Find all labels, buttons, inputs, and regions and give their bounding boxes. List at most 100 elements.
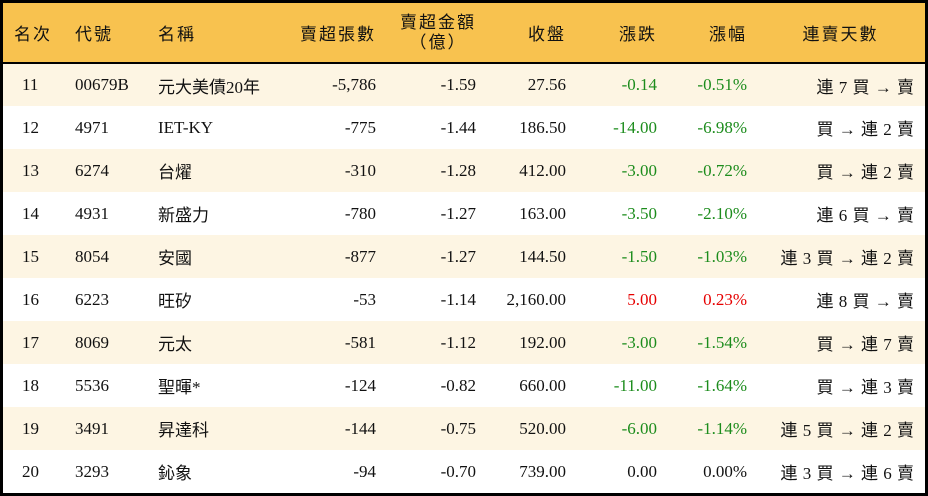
header-net-sell-lots: 賣超張數 — [300, 25, 376, 44]
name-cell: 元太 — [158, 335, 192, 354]
streak-cell: 買 → 連 2 賣 — [816, 163, 915, 182]
code-cell: 8069 — [75, 332, 109, 352]
table-row[interactable]: 14 4931 新盛力 -780 -1.27 163.00 -3.50 -2.10% 連 6 買… — [3, 192, 925, 235]
streak-cell: 連 7 買 → 賣 — [816, 77, 915, 97]
change-pct-cell: -0.72% — [697, 160, 747, 180]
change-pct-cell: -1.14% — [697, 418, 747, 438]
change-cell: -3.00 — [621, 160, 657, 180]
streak-cell: 買 → 連 3 賣 — [816, 378, 915, 397]
rank-cell: 11 — [22, 75, 39, 94]
name-cell: 元大美債20年 — [158, 77, 260, 97]
table-row[interactable]: 11 00679B 元大美債20年 -5,786 -1.59 27.56 -0.14 -0.5… — [3, 63, 925, 106]
streak-cell: 連 5 買 → 連 2 賣 — [780, 421, 915, 440]
net-sell-amount-cell: -0.75 — [440, 418, 476, 438]
table-row[interactable]: 20 3293 鈊象 -94 -0.70 739.00 0.00 0.00% 連 3 買 → 連… — [3, 450, 925, 493]
change-pct-cell: -1.64% — [697, 375, 747, 395]
change-cell: -0.14 — [621, 75, 657, 94]
table-row[interactable]: 13 6274 台燿 -310 -1.28 412.00 -3.00 -0.72% 買 → 連 … — [3, 149, 925, 192]
rank-cell: 12 — [22, 117, 39, 137]
code-cell: 5536 — [75, 375, 109, 395]
change-pct-cell: -0.51% — [697, 75, 747, 94]
change-cell: 0.00 — [627, 461, 657, 481]
change-pct-cell: -2.10% — [697, 203, 747, 223]
net-sell-amount-cell: -1.14 — [440, 289, 476, 309]
streak-cell: 連 3 買 → 連 6 賣 — [780, 464, 915, 483]
net-sell-amount-cell: -1.44 — [440, 117, 476, 137]
row-spacer — [914, 321, 925, 364]
row-spacer — [914, 149, 925, 192]
code-cell: 6223 — [75, 289, 109, 309]
row-spacer — [914, 407, 925, 450]
streak-cell: 連 8 買 → 賣 — [816, 292, 915, 311]
row-spacer — [914, 235, 925, 278]
change-cell: -1.50 — [621, 246, 657, 266]
code-cell: 6274 — [75, 160, 109, 180]
row-spacer — [914, 278, 925, 321]
table-row[interactable]: 18 5536 聖暉* -124 -0.82 660.00 -11.00 -1.64% 買 → … — [3, 364, 925, 407]
close-price-cell: 192.00 — [519, 332, 566, 352]
header-name: 名稱 — [158, 25, 196, 44]
rank-cell: 16 — [22, 289, 39, 309]
header-net-sell-amount-label: 賣超金額 — [400, 12, 476, 32]
close-price-cell: 660.00 — [519, 375, 566, 395]
net-sell-lots-cell: -144 — [344, 418, 376, 438]
header-streak: 連賣天數 — [802, 25, 879, 44]
code-cell: 8054 — [75, 246, 109, 266]
rank-cell: 13 — [22, 160, 39, 180]
close-price-cell: 739.00 — [519, 461, 566, 481]
table-row[interactable]: 15 8054 安國 -877 -1.27 144.50 -1.50 -1.03% 連 3 買 … — [3, 235, 925, 278]
rank-cell: 18 — [22, 375, 39, 395]
header-rank: 名次 — [14, 25, 52, 44]
header-net-sell-amount: 賣超金額 （億） — [376, 3, 476, 63]
row-spacer — [914, 192, 925, 235]
name-cell: 新盛力 — [158, 206, 209, 225]
row-spacer — [914, 364, 925, 407]
name-cell: 鈊象 — [158, 464, 192, 483]
rank-cell: 15 — [22, 246, 39, 266]
header-code: 代號 — [75, 25, 113, 44]
rank-cell: 20 — [22, 461, 39, 481]
name-cell: IET-KY — [158, 117, 214, 137]
table-row[interactable]: 17 8069 元太 -581 -1.12 192.00 -3.00 -1.54% 買 → 連 … — [3, 321, 925, 364]
close-price-cell: 520.00 — [519, 418, 566, 438]
streak-cell: 連 6 買 → 賣 — [816, 206, 915, 225]
row-spacer — [914, 63, 925, 106]
net-sell-amount-cell: -0.82 — [440, 375, 476, 395]
table-row[interactable]: 19 3491 昇達科 -144 -0.75 520.00 -6.00 -1.14% 連 5 買… — [3, 407, 925, 450]
header-net-sell-amount-unit: （億） — [409, 32, 467, 52]
row-spacer — [914, 106, 925, 149]
table-header-row: 名次 代號 名稱 賣超張數 賣超金額 （億） 收盤 漲跌 漲幅 連賣天數 — [3, 3, 925, 63]
code-cell: 00679B — [75, 75, 129, 94]
streak-cell: 買 → 連 2 賣 — [816, 120, 915, 139]
net-sell-amount-cell: -0.70 — [440, 461, 476, 481]
net-sell-amount-cell: -1.28 — [440, 160, 476, 180]
name-cell: 台燿 — [158, 163, 192, 182]
net-sell-lots-cell: -94 — [353, 461, 376, 481]
close-price-cell: 2,160.00 — [506, 289, 567, 309]
table-row[interactable]: 16 6223 旺矽 -53 -1.14 2,160.00 5.00 0.23% 連 8 買 →… — [3, 278, 925, 321]
table-row[interactable]: 12 4971 IET-KY -775 -1.44 186.50 -14.00 -6.98% 買… — [3, 106, 925, 149]
name-cell: 旺矽 — [158, 292, 192, 311]
close-price-cell: 186.50 — [519, 117, 566, 137]
net-sell-amount-cell: -1.59 — [440, 75, 476, 94]
change-cell: -14.00 — [613, 117, 657, 137]
header-close: 收盤 — [528, 25, 566, 44]
change-cell: -6.00 — [621, 418, 657, 438]
change-pct-cell: -6.98% — [697, 117, 747, 137]
name-cell: 安國 — [158, 249, 192, 268]
net-sell-lots-cell: -581 — [344, 332, 376, 352]
streak-cell: 買 → 連 7 賣 — [816, 335, 915, 354]
change-pct-cell: -1.54% — [697, 332, 747, 352]
row-spacer — [914, 450, 925, 493]
net-sell-lots-cell: -775 — [344, 117, 376, 137]
change-cell: -11.00 — [613, 375, 657, 395]
name-cell: 聖暉* — [158, 378, 201, 397]
header-change: 漲跌 — [619, 25, 657, 44]
code-cell: 3491 — [75, 418, 109, 438]
net-sell-lots-cell: -780 — [344, 203, 376, 223]
change-cell: -3.50 — [621, 203, 657, 223]
header-spacer — [914, 3, 925, 63]
table-body: 11 00679B 元大美債20年 -5,786 -1.59 27.56 -0.14 -0.5… — [3, 63, 925, 493]
name-cell: 昇達科 — [158, 421, 209, 440]
